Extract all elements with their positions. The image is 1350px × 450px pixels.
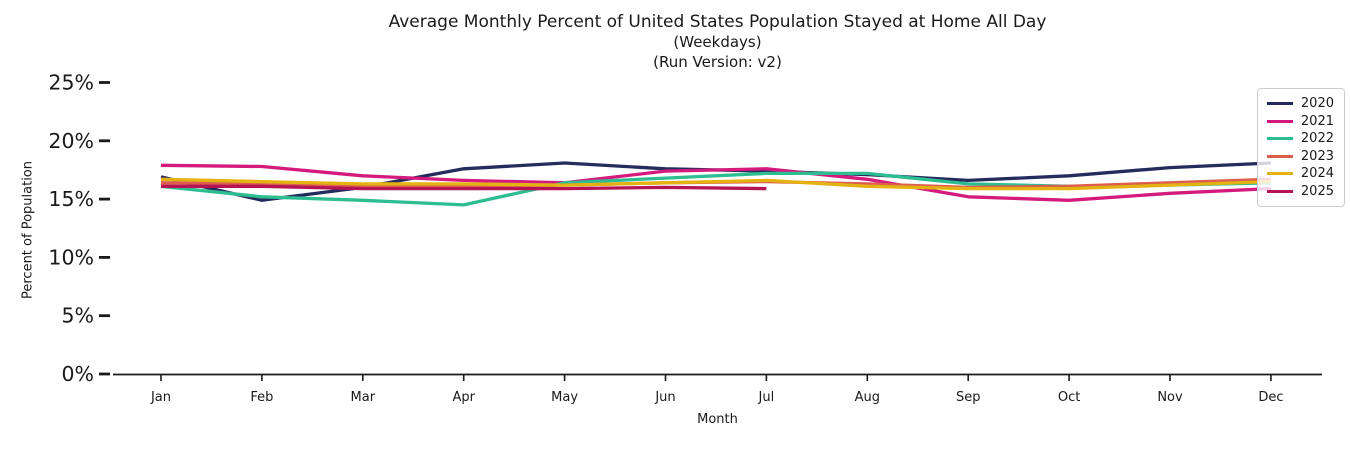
y-tick-label: 5%	[61, 304, 94, 328]
x-tick-label: Mar	[351, 390, 376, 405]
series-line-2024	[160, 177, 1271, 191]
chart-title-block: Average Monthly Percent of United States…	[113, 11, 1322, 73]
legend-entry-2021: 2021	[1266, 113, 1334, 131]
legend-label: 2024	[1300, 166, 1334, 182]
legend-entry-2025: 2025	[1266, 183, 1334, 201]
x-tick-label: Apr	[452, 390, 475, 405]
y-axis-label: Percent of Population	[20, 160, 36, 300]
legend-entry-2022: 2022	[1266, 130, 1334, 148]
x-tick-label: Jul	[758, 390, 775, 405]
series-line-2025	[161, 184, 767, 191]
legend-label: 2022	[1300, 131, 1334, 147]
legend-swatch-icon	[1266, 189, 1293, 193]
x-tick-label: Oct	[1058, 390, 1080, 405]
x-axis-label: Month	[697, 412, 738, 427]
y-tick-label: 15%	[48, 187, 94, 211]
x-tick-label: Nov	[1157, 390, 1183, 405]
x-tick-label: Jan	[150, 390, 171, 405]
y-tick-label: 0%	[61, 362, 94, 386]
legend-label: 2025	[1300, 183, 1334, 199]
legend-swatch-icon	[1266, 172, 1293, 176]
y-tick-label: 25%	[48, 71, 94, 95]
legend-entry-2020: 2020	[1266, 95, 1334, 113]
legend-label: 2023	[1300, 148, 1334, 164]
legend-swatch-icon	[1266, 154, 1293, 158]
legend-entry-2023: 2023	[1266, 148, 1334, 166]
x-tick-label: Sep	[956, 390, 981, 405]
legend-swatch-icon	[1266, 102, 1293, 106]
y-tick-label: 20%	[48, 129, 94, 153]
chart-title: Average Monthly Percent of United States…	[388, 12, 1047, 32]
chart-subtitle-run-version: (Run Version: v2)	[653, 53, 782, 72]
legend-label: 2021	[1300, 113, 1334, 129]
x-tick-label: Aug	[855, 390, 880, 405]
legend-label: 2020	[1300, 96, 1334, 112]
x-tick-label: May	[551, 390, 578, 405]
x-tick-label: Jun	[654, 390, 675, 405]
x-tick-label: Dec	[1258, 390, 1283, 405]
x-tick-label: Feb	[250, 390, 273, 405]
legend-swatch-icon	[1266, 119, 1293, 123]
legend-entry-2024: 2024	[1266, 165, 1334, 183]
legend-swatch-icon	[1266, 137, 1293, 141]
legend: 2020 2021 2022 2023 2024 2025	[1256, 88, 1345, 207]
series-line-2021	[160, 163, 1271, 202]
y-tick-label: 10%	[48, 245, 94, 269]
chart-subtitle-weekdays: (Weekdays)	[673, 33, 762, 52]
